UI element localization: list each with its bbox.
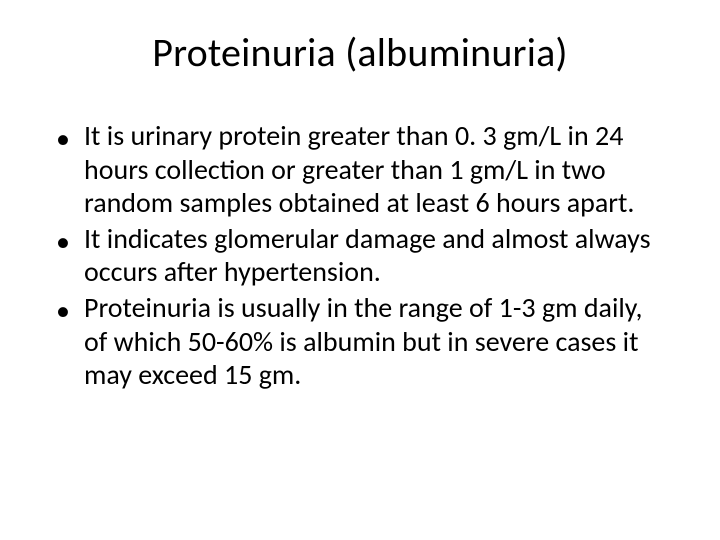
list-item: • It indicates glomerular damage and alm… xyxy=(56,222,672,289)
bullet-text: It indicates glomerular damage and almos… xyxy=(84,222,672,289)
list-item: • Proteinuria is usually in the range of… xyxy=(56,291,672,392)
bullet-text: It is urinary protein greater than 0. 3 … xyxy=(84,119,672,220)
bullet-list: • It is urinary protein greater than 0. … xyxy=(48,119,672,392)
bullet-icon: • xyxy=(56,222,84,259)
bullet-icon: • xyxy=(56,291,84,328)
bullet-icon: • xyxy=(56,119,84,156)
bullet-text: Proteinuria is usually in the range of 1… xyxy=(84,291,672,392)
list-item: • It is urinary protein greater than 0. … xyxy=(56,119,672,220)
slide-title: Proteinuria (albuminuria) xyxy=(48,28,672,77)
